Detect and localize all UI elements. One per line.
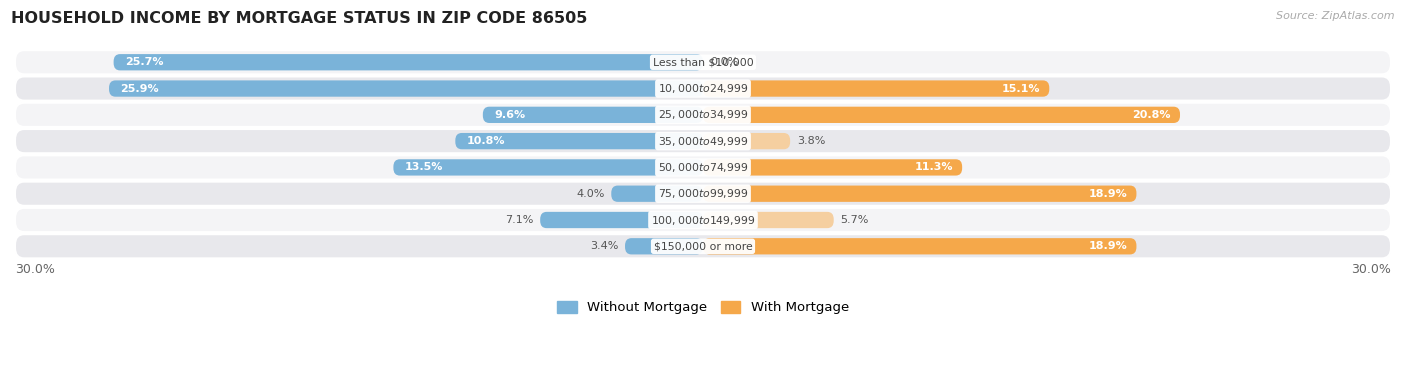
FancyBboxPatch shape: [15, 129, 1391, 153]
FancyBboxPatch shape: [456, 133, 703, 149]
FancyBboxPatch shape: [15, 77, 1391, 101]
Text: $25,000 to $34,999: $25,000 to $34,999: [658, 108, 748, 121]
FancyBboxPatch shape: [15, 182, 1391, 206]
FancyBboxPatch shape: [703, 80, 1049, 97]
Text: $75,000 to $99,999: $75,000 to $99,999: [658, 187, 748, 200]
Text: 18.9%: 18.9%: [1088, 241, 1128, 251]
FancyBboxPatch shape: [612, 185, 703, 202]
Text: 3.4%: 3.4%: [589, 241, 619, 251]
Text: 15.1%: 15.1%: [1001, 84, 1040, 93]
FancyBboxPatch shape: [15, 103, 1391, 127]
Text: 0.0%: 0.0%: [710, 57, 738, 67]
FancyBboxPatch shape: [15, 155, 1391, 179]
Text: $35,000 to $49,999: $35,000 to $49,999: [658, 135, 748, 148]
FancyBboxPatch shape: [114, 54, 703, 70]
Text: $150,000 or more: $150,000 or more: [654, 241, 752, 251]
FancyBboxPatch shape: [703, 238, 1136, 254]
FancyBboxPatch shape: [110, 80, 703, 97]
Legend: Without Mortgage, With Mortgage: Without Mortgage, With Mortgage: [551, 296, 855, 320]
Text: 4.0%: 4.0%: [576, 189, 605, 199]
FancyBboxPatch shape: [15, 234, 1391, 258]
Text: 5.7%: 5.7%: [841, 215, 869, 225]
Text: $100,000 to $149,999: $100,000 to $149,999: [651, 213, 755, 227]
Text: $50,000 to $74,999: $50,000 to $74,999: [658, 161, 748, 174]
FancyBboxPatch shape: [540, 212, 703, 228]
Text: 30.0%: 30.0%: [1351, 264, 1391, 276]
FancyBboxPatch shape: [626, 238, 703, 254]
Text: 13.5%: 13.5%: [405, 162, 443, 172]
Text: 11.3%: 11.3%: [914, 162, 953, 172]
Text: 9.6%: 9.6%: [495, 110, 526, 120]
Text: 20.8%: 20.8%: [1132, 110, 1171, 120]
FancyBboxPatch shape: [703, 212, 834, 228]
Text: Source: ZipAtlas.com: Source: ZipAtlas.com: [1277, 11, 1395, 21]
Text: 30.0%: 30.0%: [15, 264, 55, 276]
Text: 7.1%: 7.1%: [505, 215, 533, 225]
FancyBboxPatch shape: [703, 133, 790, 149]
Text: 10.8%: 10.8%: [467, 136, 505, 146]
Text: 3.8%: 3.8%: [797, 136, 825, 146]
Text: Less than $10,000: Less than $10,000: [652, 57, 754, 67]
FancyBboxPatch shape: [15, 50, 1391, 74]
Text: HOUSEHOLD INCOME BY MORTGAGE STATUS IN ZIP CODE 86505: HOUSEHOLD INCOME BY MORTGAGE STATUS IN Z…: [11, 11, 588, 26]
Text: 18.9%: 18.9%: [1088, 189, 1128, 199]
FancyBboxPatch shape: [15, 208, 1391, 232]
Text: 25.7%: 25.7%: [125, 57, 163, 67]
FancyBboxPatch shape: [703, 185, 1136, 202]
FancyBboxPatch shape: [482, 107, 703, 123]
FancyBboxPatch shape: [394, 159, 703, 176]
Text: $10,000 to $24,999: $10,000 to $24,999: [658, 82, 748, 95]
FancyBboxPatch shape: [703, 107, 1180, 123]
Text: 25.9%: 25.9%: [121, 84, 159, 93]
FancyBboxPatch shape: [703, 159, 962, 176]
